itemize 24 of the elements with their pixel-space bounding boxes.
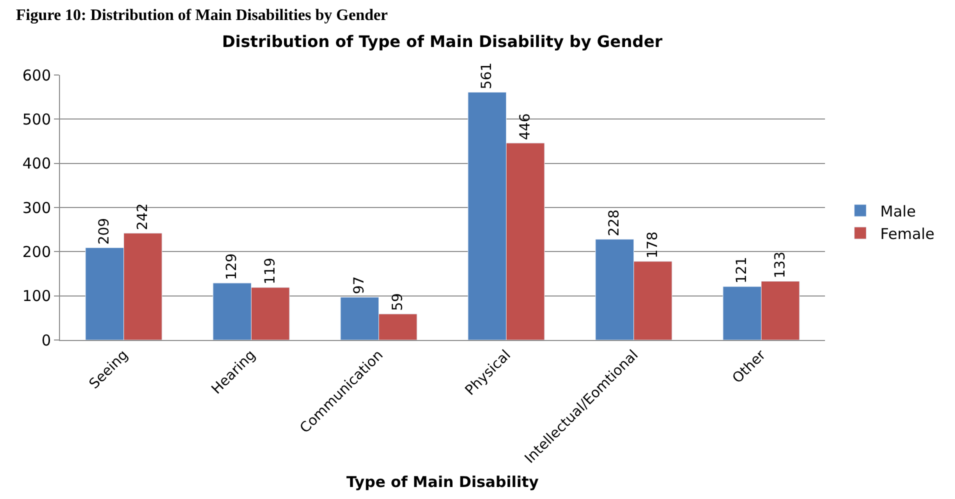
legend-label: Male xyxy=(880,202,916,220)
data-label: 97 xyxy=(352,276,368,294)
chart-subtitle: Distribution of Type of Main Disability by Gender xyxy=(222,32,663,51)
x-axis-title: Type of Main Disability xyxy=(346,472,539,491)
data-label: 228 xyxy=(606,210,623,236)
legend-label: Female xyxy=(880,224,935,243)
data-label: 561 xyxy=(479,62,496,90)
data-label: 133 xyxy=(772,252,788,278)
data-label: 178 xyxy=(644,232,661,258)
data-label: 446 xyxy=(517,113,534,140)
chart-title: Figure 10: Distribution of Main Disabilities by Gender xyxy=(16,7,388,24)
y-tick-label: 400 xyxy=(22,154,51,173)
y-tick-label: 500 xyxy=(22,110,51,128)
data-label: 121 xyxy=(734,256,750,284)
y-tick-label: 200 xyxy=(22,242,51,261)
data-label: 59 xyxy=(390,293,406,311)
data-label: 209 xyxy=(96,218,113,245)
data-label: 129 xyxy=(224,253,240,280)
y-tick-label: 600 xyxy=(22,66,51,84)
y-tick-label: 100 xyxy=(22,287,51,306)
data-label: 119 xyxy=(262,258,278,284)
y-tick-label: 300 xyxy=(22,198,51,217)
data-label: 242 xyxy=(134,203,151,230)
y-tick-label: 0 xyxy=(41,331,51,350)
